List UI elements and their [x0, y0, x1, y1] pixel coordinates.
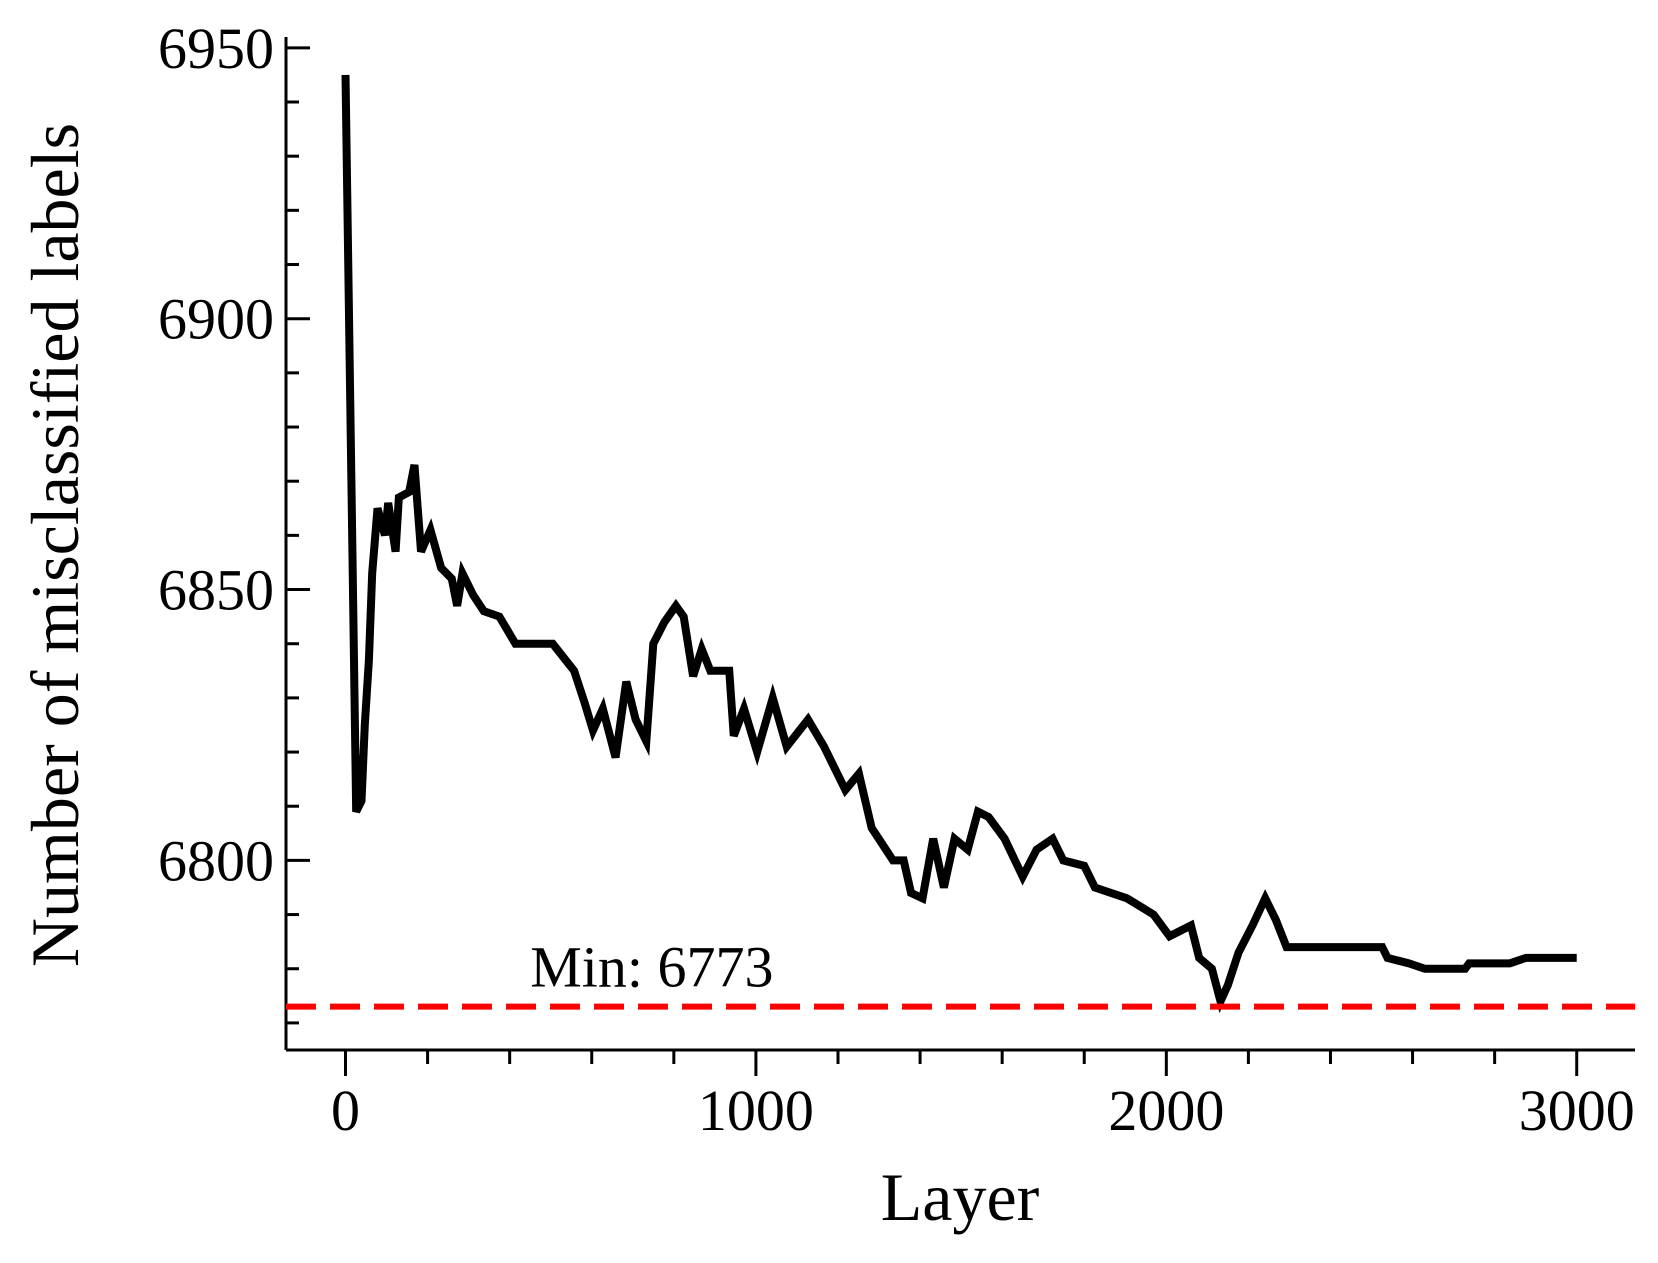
y-tick-label: 6800 [158, 828, 274, 893]
min-annotation: Min: 6773 [530, 935, 773, 1000]
y-tick-label: 6900 [158, 287, 274, 352]
x-tick-label: 2000 [1108, 1078, 1224, 1143]
y-tick-label: 6950 [158, 16, 274, 81]
line-series [341, 74, 1577, 1014]
y-axis-title: Number of misclassified labels [17, 123, 93, 967]
x-tick-label: 3000 [1519, 1078, 1635, 1143]
x-tick-label: 0 [331, 1078, 360, 1143]
x-tick-label: 1000 [698, 1078, 814, 1143]
y-tick-label: 6850 [158, 558, 274, 623]
x-axis-title: Layer [881, 1159, 1040, 1235]
